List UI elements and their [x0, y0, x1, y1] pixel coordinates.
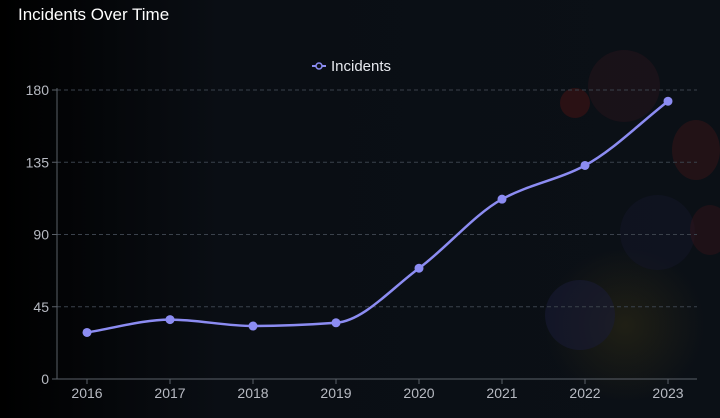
background-blob [588, 50, 660, 122]
legend-swatch-marker [315, 62, 323, 70]
data-point[interactable] [414, 263, 424, 273]
x-tick-label: 2021 [486, 385, 517, 401]
data-point[interactable] [331, 318, 341, 328]
y-tick-label: 45 [33, 299, 49, 315]
grid-lines [57, 89, 697, 308]
x-tick-label: 2017 [154, 385, 185, 401]
data-point[interactable] [663, 96, 673, 106]
x-tick-label: 2016 [71, 385, 102, 401]
x-tick-label: 2020 [403, 385, 434, 401]
background-blob [690, 205, 720, 255]
data-point[interactable] [580, 160, 590, 170]
x-tick-label: 2022 [569, 385, 600, 401]
x-tick-label: 2018 [237, 385, 268, 401]
legend[interactable]: Incidents [312, 58, 391, 75]
x-axis-ticks: 2016 2017 2018 2019 2020 2021 2022 2023 [71, 379, 684, 401]
chart-title: Incidents Over Time [18, 5, 170, 24]
background-blob [620, 195, 695, 270]
background-blob [545, 280, 615, 350]
x-tick-label: 2019 [320, 385, 351, 401]
background-blob [672, 120, 720, 180]
series-line [85, 99, 670, 334]
background-blob [560, 88, 590, 118]
data-point[interactable] [82, 327, 92, 337]
data-point[interactable] [497, 194, 507, 204]
y-tick-label: 135 [26, 154, 50, 170]
x-tick-label: 2023 [652, 385, 683, 401]
axes [56, 88, 697, 380]
data-point[interactable] [248, 321, 258, 331]
series-layer [82, 96, 673, 337]
y-axis-ticks: 0 45 90 135 180 [26, 82, 57, 387]
legend-label: Incidents [331, 58, 391, 75]
y-tick-label: 0 [41, 371, 49, 387]
y-tick-label: 180 [26, 82, 50, 98]
y-tick-label: 90 [33, 227, 49, 243]
data-point[interactable] [165, 315, 175, 325]
